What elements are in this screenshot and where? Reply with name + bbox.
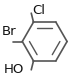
Text: Br: Br bbox=[2, 25, 16, 38]
Text: Cl: Cl bbox=[32, 4, 45, 17]
Text: HO: HO bbox=[4, 63, 24, 76]
